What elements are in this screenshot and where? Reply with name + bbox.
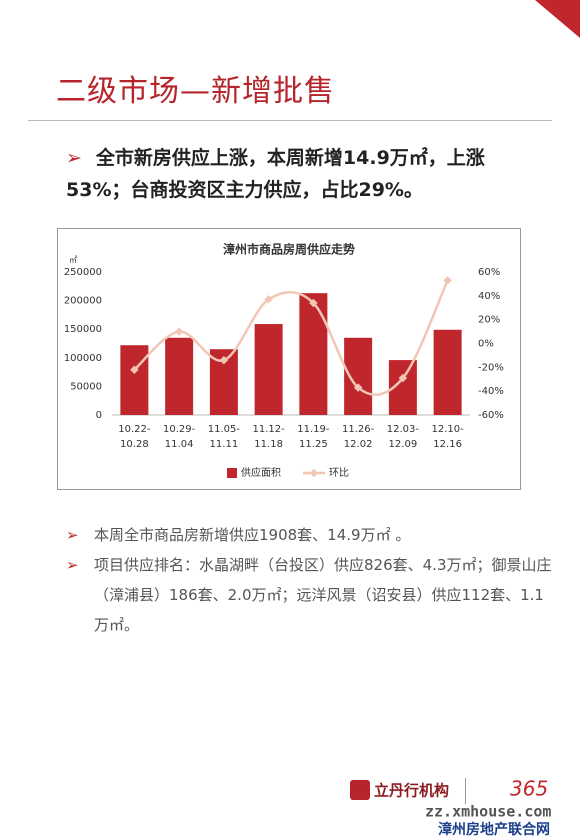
divider	[465, 778, 466, 804]
y-tick-label: 100000	[64, 353, 102, 364]
bullet: ➢ 本周全市商品房新增供应1908套、14.9万㎡ 。	[66, 526, 411, 544]
y2-tick-label: 60%	[478, 267, 500, 278]
chart: 漳州市商品房周供应走势 ㎡ 0 50000 100000 150000 200000 25…	[57, 228, 521, 490]
x-tick-label: 11.19-11.25	[297, 424, 330, 450]
legend-swatch	[227, 468, 237, 478]
x-tick-label: 11.26-12.02	[342, 424, 375, 450]
line-marker	[398, 373, 408, 383]
bullet-text: 项目供应排名：水晶湖畔（台投区）供应826套、4.3万㎡；御景山庄（漳浦县）18…	[94, 556, 552, 634]
x-tick-label: 10.22-10.28	[118, 424, 151, 450]
y2-tick-label: -20%	[478, 362, 504, 373]
y2-tick-label: 20%	[478, 315, 500, 326]
y-tick-label: 250000	[64, 267, 102, 278]
line-marker	[443, 276, 452, 285]
y-tick-label: 50000	[70, 381, 102, 392]
line-marker	[219, 355, 229, 365]
x-tick-label: 12.03-12.09	[387, 424, 420, 450]
line-marker	[130, 365, 139, 374]
headline: ➢ 全市新房供应上涨，本周新增14.9万㎡，上涨53%；台商投资区主力供应，占比2…	[66, 147, 485, 201]
legend-label: 环比	[329, 467, 349, 479]
y2-tick-label: 40%	[478, 291, 500, 302]
legend-label: 供应面积	[241, 466, 281, 479]
y-tick-label: 200000	[64, 296, 102, 307]
legend-swatch	[309, 468, 319, 478]
y-tick-label: 150000	[64, 324, 102, 335]
brand: 立丹行机构	[374, 782, 449, 800]
rule	[28, 120, 552, 121]
line-marker	[264, 295, 273, 304]
x-tick-label: 12.10-12.16	[432, 424, 465, 450]
chart-title: 漳州市商品房周供应走势	[223, 242, 355, 257]
page-title: 二级市场—新增批售	[56, 74, 335, 109]
line-marker	[309, 298, 318, 308]
bar	[299, 293, 328, 415]
y-unit: ㎡	[69, 256, 77, 265]
footer: 立丹行机构 365 zz.xmhouse.com 漳州房地产联合网	[350, 777, 551, 838]
bar	[433, 329, 462, 415]
bar	[254, 324, 283, 415]
bar	[120, 345, 149, 415]
bullet-text: 本周全市商品房新增供应1908套、14.9万㎡ 。	[94, 526, 411, 544]
y2-tick-label: 0%	[478, 339, 494, 350]
y2-tick-label: -60%	[478, 410, 504, 421]
x-tick-label: 11.12-11.18	[253, 424, 286, 450]
bullet: ➢ 项目供应排名：水晶湖畔（台投区）供应826套、4.3万㎡；御景山庄（漳浦县）1…	[66, 556, 552, 634]
headline-text: 全市新房供应上涨，本周新增14.9万㎡，上涨53%；台商投资区主力供应，占比29…	[66, 147, 485, 201]
brand-icon	[350, 780, 370, 800]
logo: 365	[510, 777, 548, 801]
network: 漳州房地产联合网	[438, 821, 550, 838]
x-tick-label: 10.29-11.04	[163, 424, 196, 450]
corner	[535, 0, 580, 38]
line-marker	[353, 383, 363, 392]
bar	[165, 337, 194, 415]
y2-tick-label: -40%	[478, 386, 504, 397]
x-tick-label: 11.05-11.11	[208, 424, 241, 450]
site: zz.xmhouse.com	[425, 803, 551, 821]
y-tick-label: 0	[96, 410, 102, 421]
